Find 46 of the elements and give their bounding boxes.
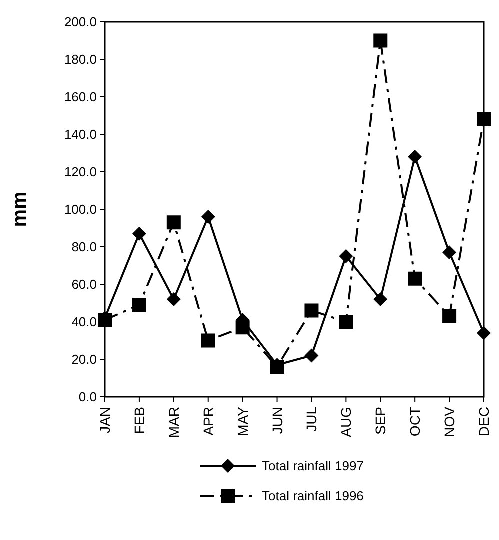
point	[442, 246, 457, 260]
x-tick-label: OCT	[407, 406, 424, 437]
x-tick-label: SEP	[372, 407, 389, 436]
x-tick-label: JUN	[269, 407, 286, 434]
point	[201, 210, 216, 224]
x-tick-label: NOV	[442, 406, 458, 438]
point	[201, 334, 216, 348]
point	[98, 313, 112, 328]
legend-label: Total rainfall 1997	[262, 458, 364, 474]
x-tick-label: JAN	[97, 407, 113, 434]
point	[477, 326, 491, 340]
x-tick-label: MAR	[166, 407, 182, 438]
point	[339, 315, 354, 329]
point	[132, 298, 146, 312]
x-tick-label: JUL	[304, 406, 320, 432]
point	[408, 272, 422, 286]
y-tick-label: 60.0	[72, 277, 97, 292]
y-tick-label: 200.0	[64, 14, 97, 30]
x-tick-label: MAY	[234, 406, 251, 436]
point	[442, 309, 457, 324]
y-tick-label: 120.0	[64, 164, 97, 180]
point	[166, 216, 181, 230]
y-axis-title: mm	[9, 192, 31, 228]
point	[408, 150, 422, 164]
y-tick-label: 20.0	[72, 352, 97, 368]
y-tick-label: 140.0	[64, 127, 97, 142]
x-tick-label: AUG	[338, 407, 354, 438]
y-tick-label: 40.0	[72, 314, 97, 330]
legend-label: Total rainfall 1996	[262, 488, 364, 504]
y-tick-label: 80.0	[72, 240, 97, 255]
point	[304, 348, 319, 363]
y-tick-label: 160.0	[64, 90, 97, 105]
y-tick-label: 180.0	[64, 52, 97, 68]
point	[236, 320, 250, 335]
x-tick-label: FEB	[131, 407, 148, 434]
point	[132, 226, 146, 241]
x-tick-label: DEC	[476, 407, 492, 437]
point	[374, 34, 388, 48]
point	[304, 304, 319, 318]
point	[339, 249, 354, 264]
point	[477, 112, 491, 126]
x-tick-label: APR	[200, 407, 216, 436]
point	[166, 292, 181, 306]
y-tick-label: 100.0	[64, 202, 97, 218]
y-tick-label: 0.0	[78, 390, 97, 405]
point	[374, 292, 388, 306]
